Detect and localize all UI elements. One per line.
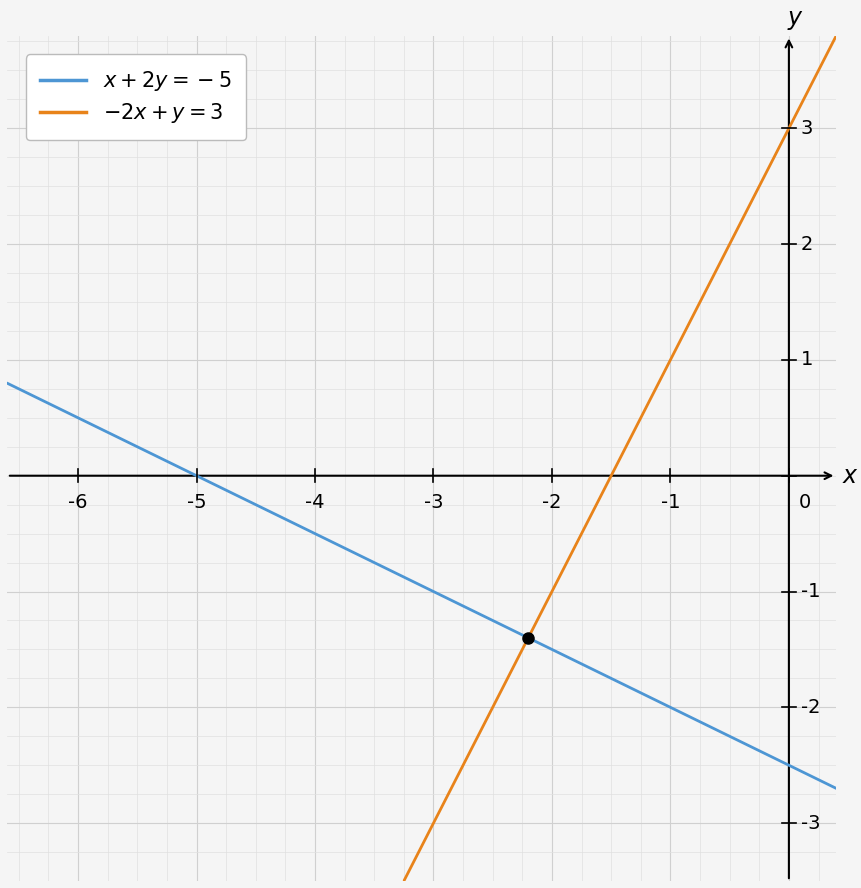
Text: -1: -1 [660,493,679,512]
Text: -4: -4 [305,493,325,512]
Text: x: x [841,464,855,488]
Text: 0: 0 [797,493,809,512]
Text: -3: -3 [424,493,443,512]
Text: 2: 2 [800,234,812,254]
Text: -2: -2 [542,493,561,512]
Text: -1: -1 [800,582,820,601]
Text: -6: -6 [68,493,88,512]
Text: y: y [787,6,801,30]
Legend: $x + 2y = -5$, $-2x + y = 3$: $x + 2y = -5$, $-2x + y = 3$ [26,54,246,140]
Text: 1: 1 [800,351,812,369]
Text: 3: 3 [800,119,812,138]
Text: -5: -5 [187,493,206,512]
Text: -3: -3 [800,813,820,833]
Text: -2: -2 [800,698,820,717]
